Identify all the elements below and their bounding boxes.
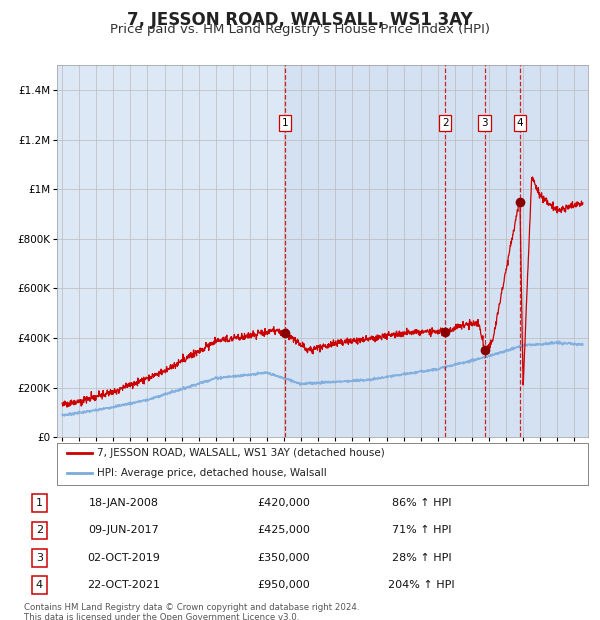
Text: 7, JESSON ROAD, WALSALL, WS1 3AY (detached house): 7, JESSON ROAD, WALSALL, WS1 3AY (detach… [97, 448, 385, 458]
Text: 28% ↑ HPI: 28% ↑ HPI [392, 552, 451, 562]
Text: 1: 1 [36, 498, 43, 508]
Text: 4: 4 [36, 580, 43, 590]
Text: 3: 3 [481, 118, 488, 128]
Text: 2: 2 [36, 526, 43, 536]
Text: £950,000: £950,000 [257, 580, 310, 590]
Text: 4: 4 [517, 118, 523, 128]
Text: HPI: Average price, detached house, Walsall: HPI: Average price, detached house, Wals… [97, 468, 326, 478]
Text: 71% ↑ HPI: 71% ↑ HPI [392, 526, 451, 536]
Text: 204% ↑ HPI: 204% ↑ HPI [388, 580, 455, 590]
Text: Price paid vs. HM Land Registry's House Price Index (HPI): Price paid vs. HM Land Registry's House … [110, 23, 490, 36]
Text: £350,000: £350,000 [257, 552, 310, 562]
Text: Contains HM Land Registry data © Crown copyright and database right 2024.
This d: Contains HM Land Registry data © Crown c… [24, 603, 359, 620]
Text: 3: 3 [36, 552, 43, 562]
Text: 02-OCT-2019: 02-OCT-2019 [87, 552, 160, 562]
Text: 7, JESSON ROAD, WALSALL, WS1 3AY: 7, JESSON ROAD, WALSALL, WS1 3AY [127, 11, 473, 29]
Text: 09-JUN-2017: 09-JUN-2017 [88, 526, 159, 536]
Text: 22-OCT-2021: 22-OCT-2021 [87, 580, 160, 590]
Text: 18-JAN-2008: 18-JAN-2008 [88, 498, 158, 508]
Text: £420,000: £420,000 [257, 498, 310, 508]
Text: £425,000: £425,000 [257, 526, 310, 536]
Text: 1: 1 [281, 118, 288, 128]
Text: 2: 2 [442, 118, 449, 128]
Bar [285, 65, 588, 437]
Text: 86% ↑ HPI: 86% ↑ HPI [392, 498, 451, 508]
